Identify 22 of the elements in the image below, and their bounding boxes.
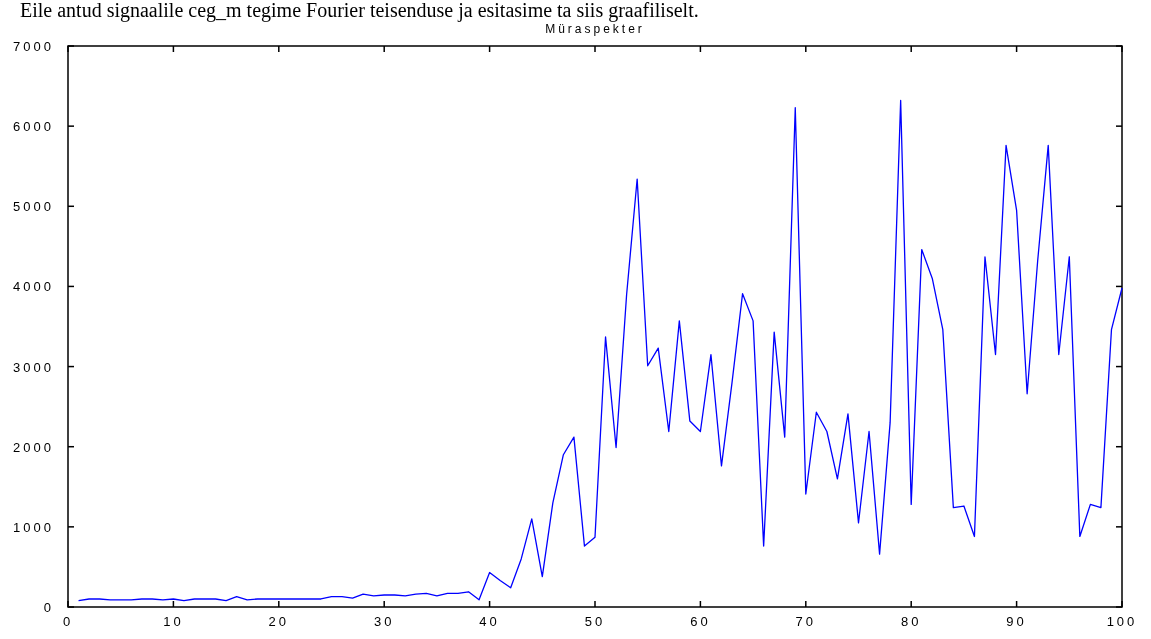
x-tick-label: 70	[795, 614, 817, 629]
y-tick-label: 0	[43, 600, 54, 615]
x-tick-label: 10	[163, 614, 184, 629]
y-tick-label: 7000	[13, 39, 54, 54]
text: Eile antud signaalile ceg_m tegime Fourier teisenduse ja esitasime ta siis graafiliselt.	[20, 0, 699, 22]
x-tick-label: 60	[690, 614, 711, 629]
x-tick-label: 20	[268, 614, 290, 629]
y-tick-label: 6000	[13, 119, 54, 135]
x-tick-label: 90	[1006, 614, 1027, 629]
x-tick-label: 0	[62, 614, 74, 629]
x-tick-label: 100	[1106, 614, 1138, 629]
x-tick-label: 80	[900, 614, 922, 629]
y-tick-label: 5000	[13, 199, 54, 215]
y-tick-label: 4000	[13, 279, 54, 295]
y-tick-label: 2000	[13, 439, 54, 455]
y-tick-label: 3000	[13, 359, 54, 375]
line-series	[77, 99, 1123, 602]
x-tick-label: 30	[373, 614, 395, 629]
x-tick-label: 40	[479, 614, 500, 629]
chart-title: Müraspekter	[545, 22, 645, 36]
y-tick-label: 1000	[13, 519, 54, 535]
x-tick-label: 50	[584, 614, 606, 629]
